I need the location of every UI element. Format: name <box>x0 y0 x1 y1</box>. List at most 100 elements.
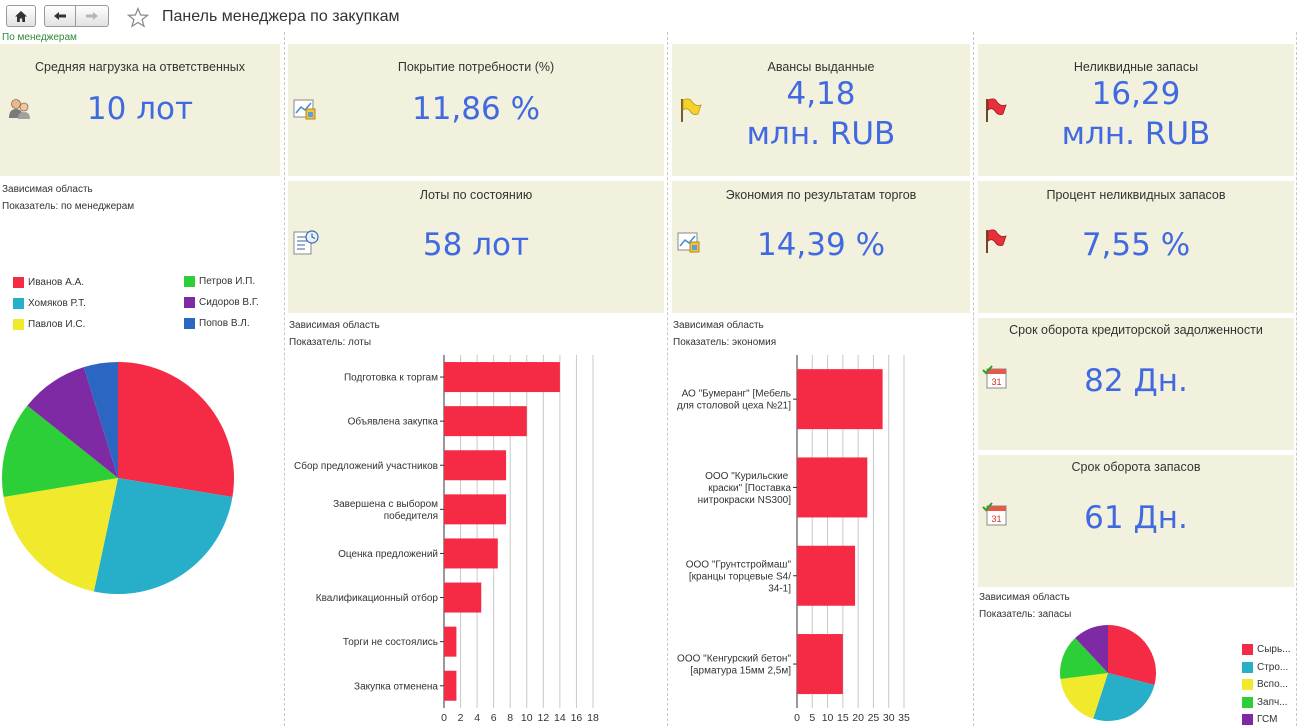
chart-caption-area: Зависимая область <box>979 592 1070 603</box>
managers-pie-chart[interactable] <box>0 358 236 598</box>
bar[interactable] <box>797 545 856 606</box>
tile-value: 7,55 % <box>1081 227 1191 263</box>
chart-caption-indicator: Показатель: лоты <box>289 337 372 348</box>
tile-title: Неликвидные запасы <box>1073 60 1199 74</box>
chart-caption-area: Зависимая область <box>2 184 93 195</box>
column-divider <box>667 32 668 726</box>
legend-item: Сырь... <box>1242 644 1291 655</box>
tile-illiquid-percent[interactable]: Процент неликвидных запасов 7,55 % <box>978 181 1294 313</box>
legend-swatch <box>184 318 195 329</box>
economy-bar-chart[interactable]: 0 5 10 15 20 25 30 35 АО "Бумеранг" [Мебель для … <box>672 350 972 726</box>
legend-item: Петров И.П. <box>184 276 255 287</box>
tile-value-line2: млн. RUB <box>1061 116 1211 152</box>
column-divider <box>1296 32 1297 726</box>
x-tick-label: 2 <box>458 712 464 724</box>
legend-swatch <box>184 297 195 308</box>
legend-label: Вспо... <box>1257 679 1288 690</box>
tile-title: Срок оборота запасов <box>1071 460 1201 474</box>
favorite-star-icon[interactable] <box>127 7 149 28</box>
legend-label: Хомяков Р.Т. <box>28 298 86 309</box>
tile-title: Срок оборота кредиторской задолженности <box>1009 323 1263 337</box>
x-tick-label: 6 <box>491 712 497 724</box>
bar[interactable] <box>444 670 457 701</box>
bar[interactable] <box>444 494 507 525</box>
pie-slice[interactable] <box>27 367 118 478</box>
legend-swatch <box>1242 644 1253 655</box>
tile-coverage[interactable]: Покрытие потребности (%) 11,86 % <box>288 44 664 176</box>
category-label: ООО "Курильские краски" [Поставка нитрокр… <box>698 471 792 506</box>
pie-slice[interactable] <box>1060 638 1108 680</box>
lots-bar-chart[interactable]: 0 2 4 6 8 10 12 14 16 18 Подготовка к торгам Объявл… <box>288 350 618 726</box>
x-tick-label: 14 <box>554 712 566 724</box>
red-flag-icon <box>986 229 1007 253</box>
tile-value: 10 лот <box>86 91 194 127</box>
x-tick-label: 25 <box>868 712 880 724</box>
legend-swatch <box>184 276 195 287</box>
pie-slice[interactable] <box>1093 673 1155 721</box>
pie-slice[interactable] <box>1075 625 1108 673</box>
x-tick-label: 5 <box>809 712 815 724</box>
x-tick-label: 20 <box>852 712 864 724</box>
page-title: Панель менеджера по закупкам <box>162 8 400 25</box>
pie-slice[interactable] <box>118 362 234 498</box>
users-icon <box>9 99 30 119</box>
legend-label: Сидоров В.Г. <box>199 297 259 308</box>
tile-title: Авансы выданные <box>767 60 875 74</box>
legend-label: Иванов А.А. <box>28 277 85 288</box>
stock-pie-chart[interactable] <box>1056 623 1160 723</box>
bar[interactable] <box>444 406 527 437</box>
legend-swatch <box>13 277 24 288</box>
legend-item: Вспо... <box>1242 679 1288 690</box>
svg-text:31: 31 <box>991 377 1001 387</box>
home-button[interactable] <box>6 5 36 27</box>
pie-slice[interactable] <box>93 478 233 594</box>
arrow-left-icon <box>54 12 66 20</box>
x-tick-label: 15 <box>837 712 849 724</box>
category-label: Завершена с выбором победителя <box>333 498 438 522</box>
legend-item: Попов В.Л. <box>184 318 250 329</box>
legend-label: ГСМ <box>1257 714 1278 725</box>
category-label: АО "Бумеранг" [Мебель для столовой цеха … <box>674 388 791 412</box>
pie-slice[interactable] <box>1060 673 1108 719</box>
legend-item: Стро... <box>1242 661 1288 673</box>
tile-title: Покрытие потребности (%) <box>397 60 555 74</box>
pie-slice[interactable] <box>3 478 118 592</box>
legend-label: Сырь... <box>1257 644 1291 655</box>
x-tick-label: 12 <box>537 712 549 724</box>
category-label: Сбор предложений участников <box>294 460 438 472</box>
bar[interactable] <box>797 369 883 430</box>
bar[interactable] <box>797 634 843 695</box>
document-clock-icon <box>293 230 319 255</box>
category-label: Оценка предложений <box>338 549 438 560</box>
home-icon <box>15 10 27 22</box>
x-tick-label: 30 <box>883 712 895 724</box>
tile-savings[interactable]: Экономия по результатам торгов 14,39 % <box>672 181 970 313</box>
chart-caption-indicator: Показатель: запасы <box>979 609 1072 620</box>
category-label: ООО "Кенгурский бетон" [арматура 15мм 2,5… <box>677 653 791 677</box>
bar[interactable] <box>444 362 560 393</box>
tile-payables-turnover[interactable]: Срок оборота кредиторской задолженности … <box>978 318 1294 450</box>
pie-slice[interactable] <box>1108 625 1156 685</box>
by-managers-link[interactable]: По менеджерам <box>2 32 77 43</box>
back-button[interactable] <box>44 5 76 27</box>
bar[interactable] <box>444 538 498 569</box>
bar[interactable] <box>444 582 482 613</box>
x-tick-label: 4 <box>474 712 480 724</box>
bar[interactable] <box>797 457 868 518</box>
tile-average-load[interactable]: Средняя нагрузка на ответственных 10 лот <box>0 44 280 176</box>
calendar-check-icon: 31 <box>982 365 1007 389</box>
tile-value-line1: 16,29 <box>1091 76 1181 112</box>
tile-value: 11,86 % <box>411 91 541 127</box>
pie-slice[interactable] <box>1 405 119 498</box>
tile-inventory-turnover[interactable]: Срок оборота запасов 31 61 Дн. <box>978 455 1294 587</box>
bar[interactable] <box>444 626 457 657</box>
tile-advances[interactable]: Авансы выданные 4,18 млн. RUB <box>672 44 970 176</box>
chart-report-icon <box>677 232 700 253</box>
tile-value: 14,39 % <box>756 227 886 263</box>
tile-illiquid-stock[interactable]: Неликвидные запасы 16,29 млн. RUB <box>978 44 1294 176</box>
forward-button[interactable] <box>75 5 109 27</box>
bar[interactable] <box>444 450 507 481</box>
pie-slice[interactable] <box>83 362 118 478</box>
tile-lots-by-status[interactable]: Лоты по состоянию 58 лот <box>288 181 664 313</box>
category-label: Торги не состоялись <box>343 637 438 648</box>
